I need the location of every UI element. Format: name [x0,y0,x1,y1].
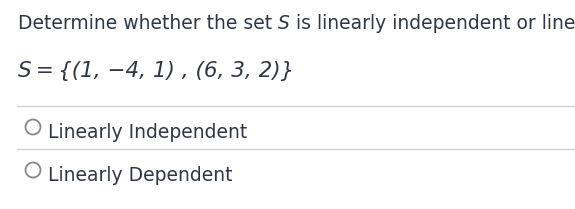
Text: Linearly Dependent: Linearly Dependent [48,166,233,185]
Text: is linearly independent or linearly independent.: is linearly independent or linearly inde… [290,14,575,33]
Text: S: S [278,14,290,33]
Text: Determine whether the set: Determine whether the set [18,14,278,33]
Text: S = {(1, −4, 1) , (6, 3, 2)}: S = {(1, −4, 1) , (6, 3, 2)} [18,61,294,81]
Text: Linearly Independent: Linearly Independent [48,123,248,142]
